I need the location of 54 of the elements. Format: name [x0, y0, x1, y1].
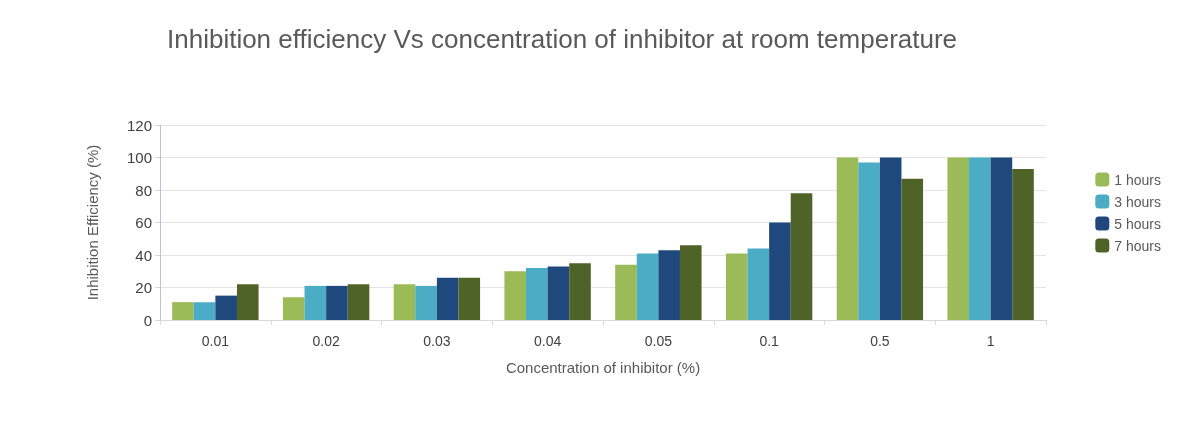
bar: [769, 222, 791, 320]
y-tick-label: 60: [135, 214, 152, 231]
x-tick-label: 0.1: [759, 333, 780, 349]
x-axis-title: Concentration of inhibitor (%): [505, 359, 701, 376]
x-tick-label: 0.5: [870, 333, 890, 349]
x-tick-label: 0.04: [534, 333, 562, 349]
bar: [747, 248, 770, 320]
bar: [547, 266, 570, 320]
bar: [526, 268, 548, 320]
legend-label: 5 hours: [1114, 215, 1162, 232]
bar: [393, 284, 416, 320]
bar: [836, 157, 859, 320]
bar: [282, 297, 305, 320]
chart-title: Inhibition efficiency Vs concentration of inhibitor at room temperature: [167, 24, 958, 54]
bar: [990, 157, 1013, 320]
bar: [347, 284, 370, 320]
bar: [458, 277, 481, 320]
bar: [615, 264, 637, 320]
bar: [326, 285, 348, 320]
bar: [304, 285, 327, 320]
y-tick-label: 120: [126, 116, 152, 134]
bar: [1012, 168, 1034, 320]
x-tick-label: 0.03: [423, 333, 451, 349]
bar: [658, 250, 680, 320]
bar: [504, 271, 527, 320]
bar: [215, 295, 237, 320]
x-tick-label: 1: [986, 333, 995, 349]
bar: [569, 263, 591, 320]
y-tick-label: 40: [135, 246, 152, 264]
bar: [879, 157, 902, 320]
bar: [725, 253, 748, 320]
bar: [172, 302, 194, 320]
bar: [636, 253, 659, 320]
x-tick-label: 0.05: [644, 333, 673, 349]
bar: [947, 157, 970, 320]
bar: [858, 162, 880, 320]
bar: [679, 245, 702, 320]
bar: [969, 157, 991, 320]
x-tick-label: 0.02: [312, 333, 340, 349]
legend-label: 7 hours: [1114, 237, 1162, 254]
bar: [436, 277, 459, 320]
y-axis-title: Inhibition Efficiency (%): [83, 144, 101, 301]
y-tick-label: 100: [126, 149, 152, 166]
x-tick-label: 0.01: [201, 333, 230, 349]
legend-label: 3 hours: [1114, 193, 1162, 210]
bar: [790, 193, 813, 320]
y-tick-label: 20: [135, 279, 152, 296]
bar: [236, 284, 259, 320]
bar: [415, 285, 437, 320]
y-tick-label: 0: [143, 311, 152, 329]
bar: [193, 302, 216, 320]
y-tick-label: 80: [135, 181, 152, 199]
legend-label: 1 hours: [1114, 171, 1162, 188]
bar: [901, 178, 924, 320]
